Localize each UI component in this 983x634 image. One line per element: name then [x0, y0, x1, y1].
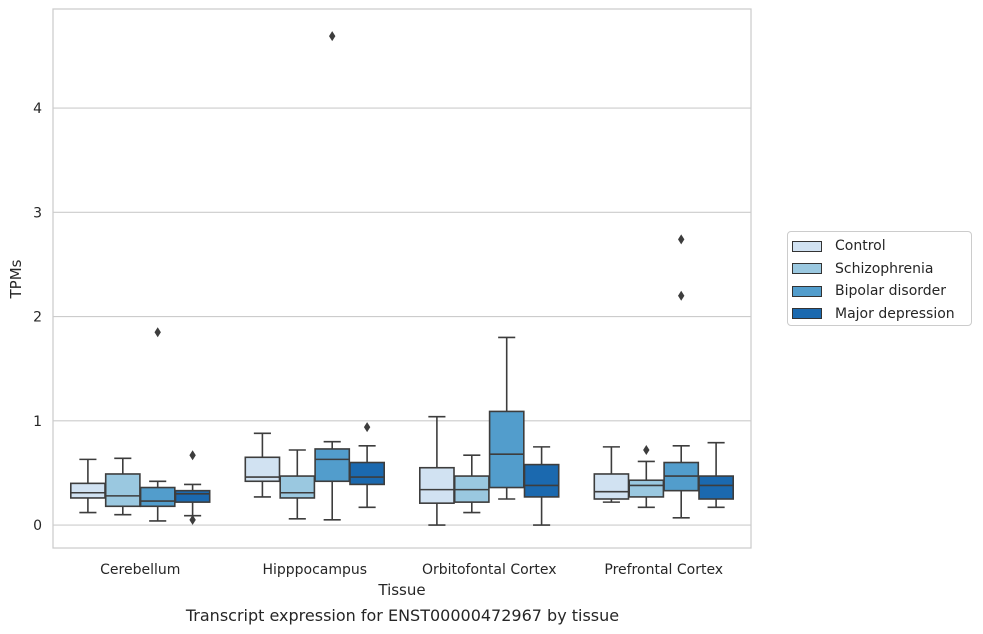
box-iqr: [104, 473, 141, 508]
x-axis-label: Tissue: [377, 581, 425, 599]
box-iqr: [349, 461, 386, 486]
x-tick-label-orbitofontal-cortex: Orbitofontal Cortex: [422, 562, 557, 578]
box-iqr: [593, 473, 630, 500]
legend-swatch-schizophrenia: [792, 263, 822, 275]
box-control-cerebellum: [69, 458, 106, 514]
box-schizophrenia-prefrontal-cortex: [628, 445, 665, 509]
y-axis-ticks: 0 1 2 3 4: [33, 101, 42, 534]
y-tick-label: 2: [33, 310, 42, 326]
y-axis-label: TPMs: [7, 259, 25, 299]
outlier-point: [678, 234, 685, 245]
legend-label-bipolar-disorder: Bipolar disorder: [835, 283, 947, 300]
legend-swatch-major-depression: [792, 308, 822, 320]
legend-swatch-control: [792, 240, 822, 252]
box-iqr: [244, 456, 281, 483]
box-major-depression-orbitofontal-cortex: [523, 446, 560, 526]
box-major-depression-cerebellum: [174, 450, 211, 525]
chart-caption: Transcript expression for ENST0000047296…: [185, 606, 620, 625]
box-schizophrenia-hipppocampus: [279, 449, 316, 520]
box-control-prefrontal-cortex: [593, 446, 630, 503]
box-iqr: [279, 475, 316, 499]
legend: Control Schizophrenia Bipolar disorder M…: [787, 231, 972, 326]
legend-swatch-bipolar-disorder: [792, 285, 822, 297]
outlier-point: [189, 514, 196, 525]
box-control-orbitofontal-cortex: [418, 415, 455, 526]
box-bipolar-disorder-orbitofontal-cortex: [488, 336, 525, 500]
legend-item-control: Control: [792, 235, 971, 258]
outlier-point: [154, 327, 161, 338]
outlier-point: [643, 445, 650, 455]
box-bipolar-disorder-prefrontal-cortex: [663, 234, 700, 519]
legend-item-major-depression: Major depression: [792, 303, 971, 326]
box-major-depression-hipppocampus: [349, 422, 386, 509]
box-control-hipppocampus: [244, 432, 281, 498]
box-schizophrenia-orbitofontal-cortex: [453, 454, 490, 514]
outlier-point: [329, 31, 336, 42]
x-tick-label-hipppocampus: Hipppocampus: [262, 562, 367, 578]
legend-label-major-depression: Major depression: [835, 305, 955, 322]
y-tick-label: 0: [33, 518, 42, 534]
y-tick-label: 3: [33, 205, 42, 221]
box-schizophrenia-cerebellum: [104, 457, 141, 516]
box-iqr: [698, 475, 735, 500]
y-tick-label: 1: [33, 414, 42, 430]
legend-label-control: Control: [835, 238, 886, 255]
box-bipolar-disorder-hipppocampus: [314, 31, 351, 521]
gridlines: [53, 107, 751, 526]
y-tick-label: 4: [33, 101, 42, 117]
legend-item-bipolar-disorder: Bipolar disorder: [792, 280, 971, 303]
box-iqr: [139, 486, 176, 508]
legend-label-schizophrenia: Schizophrenia: [835, 260, 934, 277]
box-bipolar-disorder-cerebellum: [139, 327, 176, 522]
box-iqr: [418, 466, 455, 504]
outlier-point: [189, 450, 196, 461]
x-tick-label-prefrontal-cortex: Prefrontal Cortex: [604, 562, 723, 578]
box-iqr: [523, 463, 560, 498]
box-plots: [69, 31, 735, 526]
box-iqr: [488, 410, 525, 489]
outlier-point: [678, 290, 685, 301]
box-iqr: [174, 489, 211, 503]
legend-item-schizophrenia: Schizophrenia: [792, 258, 971, 281]
plot-area-frame: [52, 8, 752, 549]
x-axis-ticks: Cerebellum Hipppocampus Orbitofontal Corte…: [100, 562, 723, 578]
outlier-point: [363, 422, 371, 433]
x-tick-label-cerebellum: Cerebellum: [100, 562, 180, 578]
box-iqr: [628, 479, 665, 498]
box-major-depression-prefrontal-cortex: [698, 441, 735, 509]
box-iqr: [314, 448, 351, 483]
box-iqr: [69, 482, 106, 499]
